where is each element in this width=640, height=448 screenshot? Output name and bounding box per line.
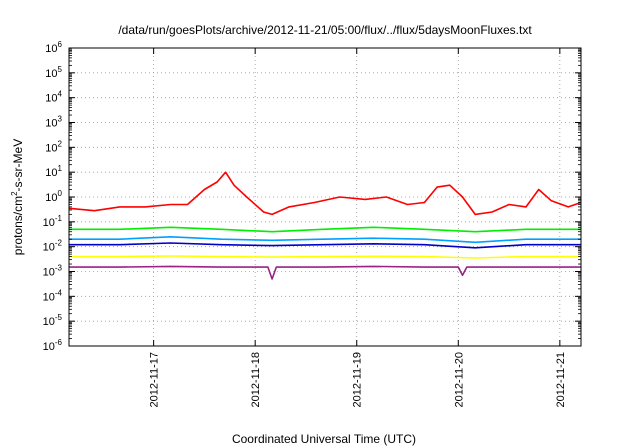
x-axis-label: Coordinated Universal Time (UTC) — [232, 432, 416, 446]
y-tick-label: 10-3 — [43, 264, 63, 279]
y-tick-label: 101 — [45, 164, 62, 179]
x-tick-label: 2012-11-17 — [149, 352, 161, 407]
x-tick-label: 2012-11-18 — [250, 352, 262, 407]
y-tick-label: 104 — [45, 90, 62, 105]
x-tick-label: 2012-11-20 — [453, 352, 465, 407]
series-line-3 — [69, 236, 581, 244]
y-tick-label: 105 — [45, 65, 62, 80]
y-tick-label: 103 — [45, 115, 62, 130]
series-line-4 — [69, 242, 581, 249]
chart-title: /data/run/goesPlots/archive/2012-11-21/0… — [118, 23, 532, 37]
y-tick-label: 100 — [45, 189, 62, 204]
y-tick-label: 10-5 — [43, 313, 63, 328]
y-axis: 10-6 10-5 10-4 10-3 10-2 10-1 100 101 102 103 104 1… — [43, 40, 581, 353]
x-tick-label: 2012-11-19 — [352, 352, 364, 407]
y-axis-label: protons/cm2-s-sr-MeV — [10, 139, 25, 255]
series-line-1 — [68, 171, 582, 216]
series-line-2 — [69, 226, 581, 233]
y-tick-label: 102 — [45, 139, 62, 154]
x-axis: 2012-11-17 2012-11-18 2012-11-19 2012-11-20… — [149, 48, 567, 407]
y-tick-label: 106 — [45, 40, 62, 55]
series-layer — [68, 171, 582, 280]
series-line-6 — [69, 265, 581, 280]
y-tick-label: 10-6 — [43, 338, 63, 353]
y-tick-label: 10-1 — [43, 214, 63, 229]
y-tick-label: 10-4 — [43, 288, 63, 303]
x-tick-label: 2012-11-21 — [555, 352, 567, 407]
series-line-5 — [69, 255, 581, 259]
y-tick-label: 10-2 — [43, 239, 63, 254]
grid — [69, 48, 581, 346]
